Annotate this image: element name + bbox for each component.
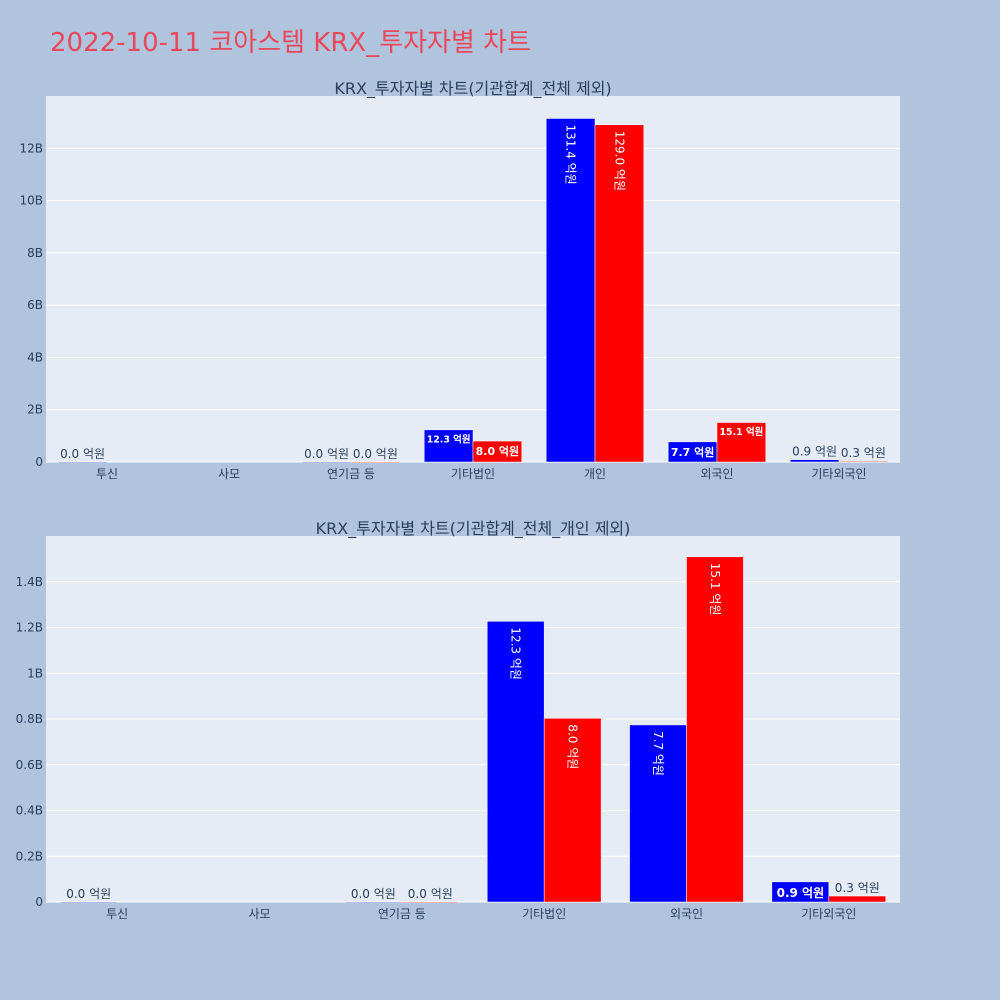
bar bbox=[302, 462, 351, 463]
chart-title: KRX_투자자별 차트(기관합계_전체 제외) bbox=[334, 79, 611, 99]
data-label: 8.0 억원 bbox=[566, 724, 580, 769]
chart-title: KRX_투자자별 차트(기관합계_전체_개인 제외) bbox=[316, 519, 631, 539]
bar bbox=[345, 902, 402, 903]
bar bbox=[402, 902, 459, 903]
y-tick-label: 1.2B bbox=[16, 621, 43, 635]
data-label: 0.0 억원 bbox=[408, 887, 453, 901]
data-label: 0.0 억원 bbox=[351, 887, 396, 901]
y-tick-label: 8B bbox=[27, 246, 43, 260]
data-label: 0.0 억원 bbox=[66, 887, 111, 901]
data-label: 15.1 억원 bbox=[720, 426, 764, 438]
data-label: 131.4 억원 bbox=[564, 124, 578, 184]
bar bbox=[351, 462, 400, 463]
x-tick-label: 기타법인 bbox=[451, 467, 495, 481]
y-tick-label: 2B bbox=[27, 403, 43, 417]
data-label: 0.9 억원 bbox=[792, 445, 837, 459]
data-label: 8.0 억원 bbox=[476, 444, 519, 458]
x-tick-label: 외국인 bbox=[670, 907, 703, 921]
x-tick-label: 외국인 bbox=[700, 467, 733, 481]
x-tick-label: 연기금 등 bbox=[378, 907, 426, 921]
y-tick-label: 0.8B bbox=[16, 712, 43, 726]
bar bbox=[790, 460, 839, 462]
y-tick-label: 1.4B bbox=[16, 575, 43, 589]
x-tick-label: 기타외국인 bbox=[811, 467, 866, 481]
y-tick-label: 0 bbox=[35, 455, 43, 469]
y-tick-label: 0 bbox=[35, 895, 43, 909]
plot-area bbox=[46, 96, 900, 462]
data-label: 0.3 억원 bbox=[835, 881, 880, 895]
data-label: 0.9 억원 bbox=[777, 886, 825, 900]
x-tick-label: 개인 bbox=[584, 467, 606, 481]
data-label: 7.7 억원 bbox=[671, 445, 714, 459]
y-tick-label: 0.2B bbox=[16, 849, 43, 863]
x-tick-label: 기타법인 bbox=[522, 907, 566, 921]
data-label: 0.3 억원 bbox=[841, 446, 886, 460]
bar bbox=[60, 902, 117, 903]
data-label: 7.7 억원 bbox=[651, 731, 665, 776]
y-tick-label: 4B bbox=[27, 350, 43, 364]
data-label: 0.0 억원 bbox=[60, 447, 105, 461]
bar bbox=[839, 461, 888, 462]
chart-2: 0 0.2B 0.4B 0.6B 0.8B 1B 1.2B 1.4B KRX_투자자별 차트(기… bbox=[16, 519, 900, 921]
data-label: 0.0 억원 bbox=[353, 447, 398, 461]
y-tick-label: 10B bbox=[19, 194, 43, 208]
y-tick-label: 12B bbox=[19, 141, 43, 155]
y-tick-label: 0.4B bbox=[16, 804, 43, 818]
y-tick-label: 6B bbox=[27, 298, 43, 312]
data-label: 12.3 억원 bbox=[427, 433, 471, 445]
x-tick-label: 연기금 등 bbox=[327, 467, 375, 481]
bar bbox=[58, 462, 107, 463]
bar bbox=[829, 896, 886, 902]
data-label: 0.0 억원 bbox=[304, 447, 349, 461]
data-label: 129.0 억원 bbox=[612, 131, 626, 191]
x-tick-label: 투신 bbox=[106, 907, 128, 921]
x-tick-label: 투신 bbox=[96, 467, 118, 481]
chart-1: 0 2B 4B 6B 8B 10B 12B KRX_투자자별 차트(기관합계_전체 제외) 투신… bbox=[19, 79, 900, 481]
y-tick-label: 0.6B bbox=[16, 758, 43, 772]
data-label: 12.3 억원 bbox=[509, 627, 523, 680]
x-tick-label: 사모 bbox=[248, 907, 270, 921]
x-tick-label: 사모 bbox=[218, 467, 240, 481]
y-tick-label: 1B bbox=[27, 666, 43, 680]
x-tick-label: 기타외국인 bbox=[801, 907, 856, 921]
data-label: 15.1 억원 bbox=[708, 563, 722, 616]
